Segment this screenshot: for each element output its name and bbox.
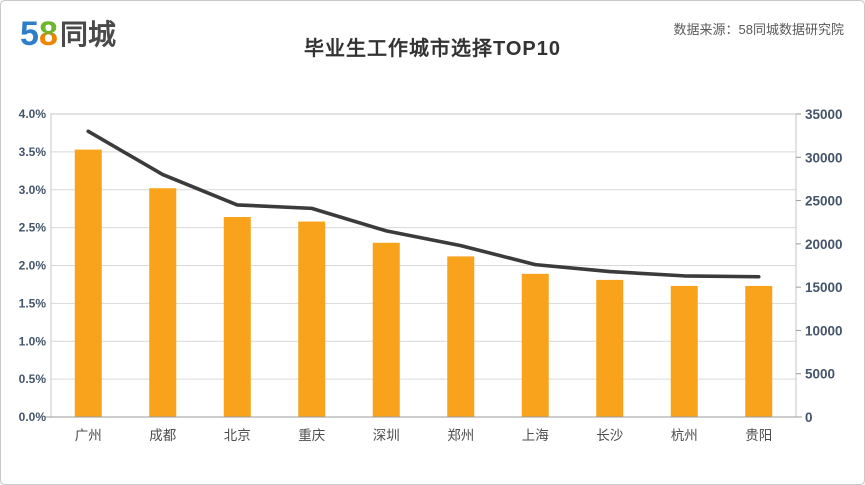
right-axis-tick: 35000 [805,107,843,122]
x-axis-label-杭州: 杭州 [671,428,698,443]
x-axis-label-北京: 北京 [224,428,251,443]
data-source-label: 数据来源：58同城数据研究院 [673,22,844,37]
right-axis-tick: 0 [805,410,813,425]
right-axis-tick: 20000 [805,237,843,252]
bar-成都 [149,188,177,417]
left-axis-tick: 2.0% [19,259,47,273]
x-axis-label-深圳: 深圳 [373,428,400,443]
chart-title: 毕业生工作城市选择TOP10 [304,38,561,60]
right-axis-tick: 25000 [805,194,843,209]
logo-digit-8: 8 [39,15,58,53]
right-axis-tick: 5000 [805,367,835,382]
logo-58tongcheng: 5 8 同城 [20,15,116,53]
left-axis-tick: 4.0% [19,107,47,121]
logo-digit-5: 5 [20,15,39,53]
left-axis-tick: 3.5% [19,145,47,159]
left-axis-tick: 3.0% [19,183,47,197]
right-axis-tick: 15000 [805,280,843,295]
bar-上海 [521,273,549,417]
bar-贵阳 [745,285,773,417]
left-axis-tick: 1.5% [19,296,47,310]
left-axis-tick: 1.0% [19,334,47,348]
trend-line [86,129,761,279]
bar-长沙 [596,279,624,417]
right-axis-tick: 30000 [805,150,843,165]
logo-wordmark: 同城 [60,19,116,50]
x-axis-label-长沙: 长沙 [596,428,623,443]
bar-广州 [74,149,102,418]
bar-深圳 [372,242,400,417]
bar-郑州 [447,256,475,417]
x-axis-label-上海: 上海 [522,428,549,443]
left-axis-tick: 0.0% [19,410,47,424]
left-axis-tick: 2.5% [19,221,47,235]
x-axis-label-贵阳: 贵阳 [745,428,772,443]
bar-杭州 [670,285,698,417]
bar-重庆 [298,221,326,417]
left-axis-tick: 0.5% [19,372,47,386]
x-axis-label-重庆: 重庆 [298,428,325,443]
x-axis-label-成都: 成都 [149,428,176,443]
right-axis-tick: 10000 [805,323,843,338]
x-axis-label-郑州: 郑州 [447,428,474,443]
x-axis-label-广州: 广州 [75,428,102,443]
bar-北京 [223,217,251,417]
